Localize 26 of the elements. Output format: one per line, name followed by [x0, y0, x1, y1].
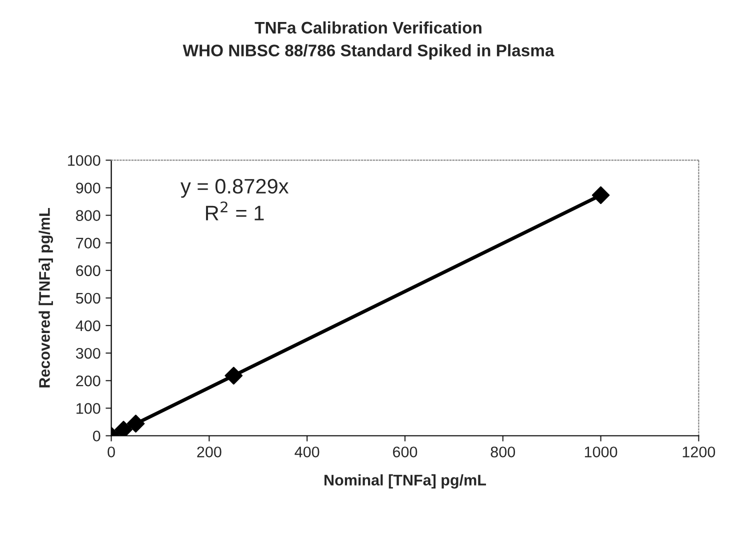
y-tick-label: 100 [76, 403, 100, 414]
x-tick-label: 600 [393, 446, 418, 458]
y-tick-label: 300 [76, 348, 100, 359]
y-tick-label: 400 [76, 320, 100, 332]
x-tick-label: 400 [294, 446, 320, 458]
y-tick-label: 0 [92, 430, 100, 442]
x-tick-label: 1200 [682, 446, 716, 458]
point [224, 366, 243, 385]
chart-title: TNFa Calibration Verification WHO NIBSC 88/786 Standard Spiked in Plasma [182, 21, 554, 60]
x-tick-label: 200 [197, 446, 222, 458]
y-axis-title: Recovered [TNFa] pg/mL [38, 208, 53, 388]
x-tick-label: 0 [108, 446, 115, 458]
y-tick-label: 500 [76, 292, 100, 304]
point [126, 414, 145, 433]
point [592, 186, 610, 204]
y-tick-label: 800 [76, 210, 100, 221]
y-tick-label: 1000 [68, 155, 100, 166]
y-tick-label: 700 [76, 238, 100, 249]
annotation: y = 0.8729x R$^{2}$ = 1 [180, 178, 289, 220]
x-tick-label: 800 [490, 446, 516, 458]
x-axis-title: Nominal [TNFa] pg/mL [324, 474, 486, 489]
x-tick-label: 1000 [584, 446, 618, 458]
y-tick-label: 900 [76, 182, 100, 194]
point [114, 420, 132, 436]
y-tick-label: 200 [76, 376, 100, 386]
y-tick-label: 600 [76, 265, 100, 276]
